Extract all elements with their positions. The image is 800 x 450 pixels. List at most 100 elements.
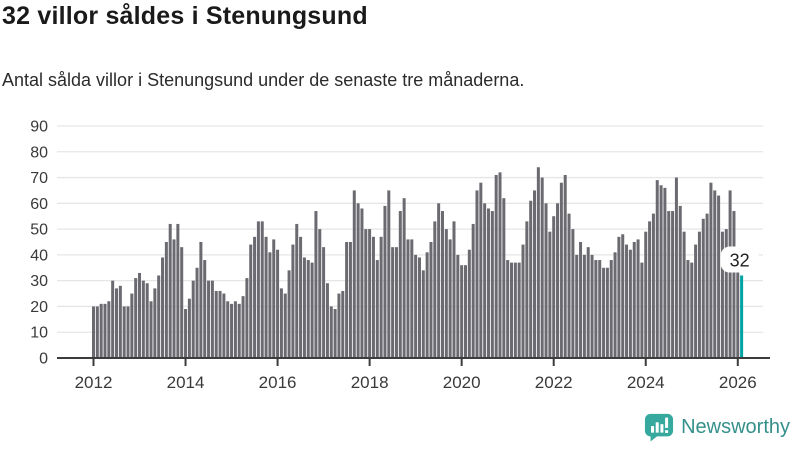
bar [214, 290, 218, 358]
bar [613, 252, 617, 358]
bar [471, 223, 475, 358]
bar [728, 190, 732, 358]
bar [621, 234, 625, 358]
bar [533, 190, 537, 358]
bar [256, 221, 260, 358]
bar [394, 247, 398, 358]
bar [180, 247, 184, 358]
bar [107, 301, 111, 358]
bar [651, 213, 655, 358]
bar [95, 306, 99, 358]
bar [398, 211, 402, 358]
bar [460, 265, 464, 358]
bar [172, 239, 176, 358]
y-tick-label: 90 [30, 118, 48, 135]
bar [452, 221, 456, 358]
bar [525, 221, 529, 358]
bar [207, 280, 211, 358]
bar [287, 270, 291, 358]
bar [164, 241, 168, 358]
bar [115, 288, 119, 358]
bar [168, 223, 172, 358]
x-tick-label: 2014 [167, 373, 205, 392]
bar [736, 254, 740, 358]
bar [678, 205, 682, 358]
bar [559, 182, 563, 358]
bar [126, 306, 130, 358]
bar [92, 306, 95, 358]
y-tick-label: 70 [30, 170, 48, 187]
bar [667, 211, 671, 358]
bar [625, 244, 629, 358]
bar [99, 303, 103, 358]
newsworthy-wordmark: Newsworthy [681, 415, 790, 438]
bar [325, 283, 329, 358]
bar [391, 247, 395, 358]
bar [356, 203, 360, 358]
bar [195, 267, 199, 358]
bar [582, 254, 586, 358]
bar [517, 262, 521, 358]
bar [648, 221, 652, 358]
bar [310, 262, 314, 358]
bar [686, 260, 690, 358]
bar [563, 174, 567, 358]
bar [210, 280, 214, 358]
bar [306, 260, 310, 358]
bar [341, 290, 345, 358]
bar [199, 241, 203, 358]
bar [260, 221, 264, 358]
bar [594, 260, 598, 358]
bar [598, 260, 602, 358]
bar [368, 229, 372, 358]
x-tick-label: 2016 [259, 373, 297, 392]
bar [203, 260, 207, 358]
bar [417, 257, 421, 358]
bar [364, 229, 368, 358]
bar [709, 182, 713, 358]
bar [433, 221, 437, 358]
bar [682, 231, 686, 358]
bar [299, 236, 303, 358]
bar [440, 211, 444, 358]
bar [103, 303, 107, 358]
bar [345, 241, 349, 358]
bar [184, 309, 188, 358]
bar [536, 167, 540, 358]
bar [134, 278, 138, 358]
bar [540, 177, 544, 358]
bar [268, 252, 272, 358]
bar [352, 190, 356, 358]
bar [283, 293, 287, 358]
bar [556, 203, 560, 358]
bar [502, 198, 506, 358]
bar [130, 293, 134, 358]
bar [479, 182, 483, 358]
bar [218, 290, 222, 358]
bar [448, 239, 452, 358]
bar [157, 275, 161, 358]
bar [333, 309, 337, 358]
bar [663, 187, 667, 358]
bar [467, 249, 471, 358]
bar [276, 249, 280, 358]
bar [337, 293, 341, 358]
bar [586, 247, 590, 358]
bar [371, 236, 375, 358]
chart-title: 32 villor såldes i Stenungsund [2, 2, 368, 30]
bar [720, 231, 724, 358]
bar [291, 244, 295, 358]
bar [510, 262, 514, 358]
y-tick-label: 20 [30, 299, 48, 316]
bar [674, 177, 678, 358]
bar [406, 239, 410, 358]
bar [548, 231, 552, 358]
highlighted-bar [740, 275, 744, 358]
y-tick-label: 10 [30, 325, 48, 342]
bar [222, 293, 226, 358]
bar [544, 203, 548, 358]
bar [122, 306, 126, 358]
bar [590, 254, 594, 358]
x-tick-label: 2012 [75, 373, 113, 392]
bar [632, 241, 636, 358]
